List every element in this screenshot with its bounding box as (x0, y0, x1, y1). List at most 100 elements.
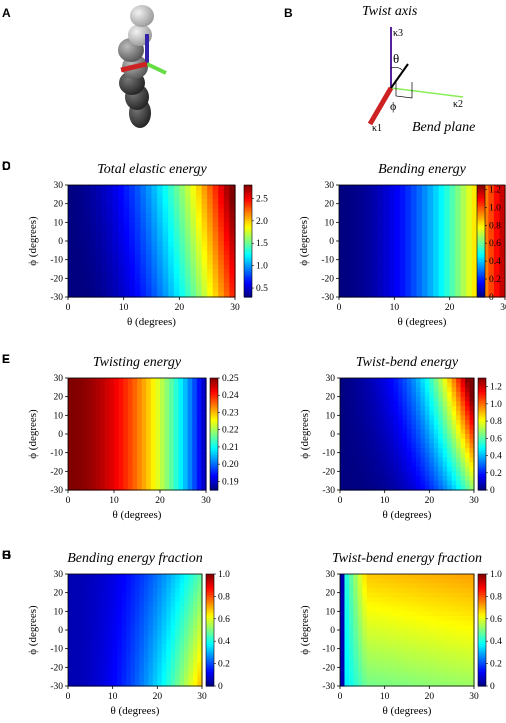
heatmap-cell (155, 476, 161, 482)
heatmap-cell (456, 602, 462, 608)
heatmap-cell (108, 634, 114, 640)
heatmap-cell (184, 672, 190, 678)
heatmap-cell (447, 574, 453, 580)
colorbar-segment (477, 259, 485, 263)
heatmap-cell (201, 429, 207, 435)
heatmap-cell (170, 606, 176, 612)
heatmap-cell (411, 625, 417, 631)
heatmap-cell (173, 452, 179, 458)
heatmap-cell (123, 382, 129, 388)
heatmap-cell (207, 199, 214, 205)
heatmap-cell (344, 662, 350, 668)
heatmap-cell (384, 410, 390, 416)
heatmap-cell (91, 382, 97, 388)
heatmap-cell (371, 429, 377, 435)
heatmap-cell (178, 410, 184, 416)
heatmap-cell (197, 597, 203, 603)
heatmap-cell (85, 620, 91, 626)
heatmap-cell (471, 189, 478, 195)
colorbar-tick-label: 0.2 (490, 660, 502, 670)
heatmap-cell (151, 231, 158, 237)
heatmap-cell (173, 199, 180, 205)
heatmap-cell (157, 250, 164, 256)
heatmap-cell (361, 189, 368, 195)
heatmap-cell (152, 667, 158, 673)
heatmap-cell (130, 667, 136, 673)
heatmap-cell (447, 597, 453, 603)
colorbar-segment (210, 387, 218, 391)
heatmap-cell (493, 185, 501, 191)
heatmap-cell (469, 471, 475, 477)
heatmap-cell (447, 653, 453, 659)
heatmap-cell (95, 259, 102, 265)
heatmap-cell (192, 448, 198, 454)
colorbar-segment (478, 441, 486, 444)
heatmap-cell (393, 448, 399, 454)
heatmap-cell (150, 392, 156, 398)
heatmap-cell (393, 462, 399, 468)
heatmap-cell (117, 588, 123, 594)
heatmap-cell (384, 406, 390, 412)
heatmap-cell (145, 264, 153, 270)
heatmap-cell (357, 387, 363, 393)
heatmap-cell (371, 378, 377, 384)
heatmap-cell (433, 217, 440, 223)
heatmap-cell (168, 287, 175, 293)
heatmap-cell (442, 401, 448, 407)
y-tick-label: -10 (321, 256, 334, 266)
heatmap-cell (77, 382, 83, 388)
heatmap-cell (399, 194, 406, 200)
y-tick-label: 20 (54, 589, 64, 599)
colorbar-segment (478, 669, 486, 673)
heatmap-cell (447, 452, 453, 458)
heatmap-cell (429, 480, 435, 486)
heatmap-cell (427, 185, 434, 191)
heatmap-cell (148, 588, 154, 594)
heatmap-cell (121, 574, 127, 580)
heatmap-cell (411, 462, 417, 468)
heatmap-cell (121, 676, 127, 682)
heatmap-cell (126, 611, 132, 617)
heatmap-cell (451, 676, 457, 682)
heatmap-cell (438, 287, 445, 293)
panel-label: C (2, 159, 11, 173)
heatmap-cell (415, 630, 421, 636)
heatmap-cell (371, 452, 377, 458)
heatmap-cell (91, 438, 97, 444)
heatmap-cell (416, 264, 423, 270)
colorbar-tick-label: 1.0 (218, 570, 230, 580)
heatmap-cell (143, 662, 149, 668)
heatmap-cell (169, 476, 175, 482)
heatmap-cell (465, 606, 471, 612)
heatmap-cell (405, 231, 412, 237)
heatmap-cell (197, 676, 203, 682)
heatmap-cell (471, 208, 478, 214)
heatmap-cell (148, 644, 154, 650)
heatmap-cell (393, 616, 399, 622)
heatmap-cell (427, 241, 434, 247)
heatmap-cell (137, 485, 143, 491)
y-tick-label: -20 (322, 467, 335, 477)
colorbar-segment (477, 238, 485, 242)
heatmap-cell (416, 213, 423, 219)
heatmap-cell (84, 245, 91, 251)
heatmap-cell (402, 485, 408, 491)
heatmap-cell (134, 189, 141, 195)
heatmap-cell (344, 269, 351, 275)
heatmap-cell (447, 378, 453, 384)
colorbar-segment (210, 464, 218, 468)
heatmap-cell (429, 476, 435, 482)
heatmap-cell (377, 273, 384, 279)
heatmap-cell (197, 578, 203, 584)
heatmap-cell (160, 415, 166, 421)
heatmap-cell (348, 634, 354, 640)
heatmap-cell (350, 269, 357, 275)
heatmap-cell (442, 406, 448, 412)
heatmap-cell (140, 278, 147, 284)
heatmap-cell (465, 616, 471, 622)
heatmap-cell (118, 466, 124, 472)
heatmap-cell (73, 264, 80, 270)
heatmap-cell (442, 480, 448, 486)
heatmap-cell (488, 278, 495, 284)
